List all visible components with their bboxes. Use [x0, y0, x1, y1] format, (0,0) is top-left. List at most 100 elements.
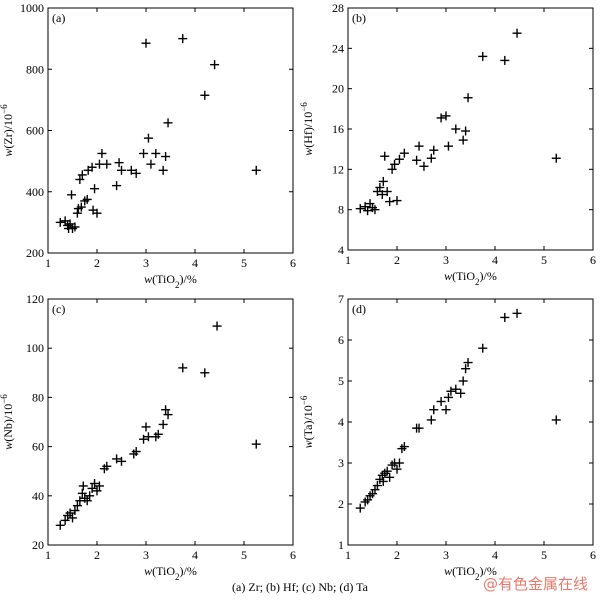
- data-point: [82, 496, 92, 506]
- data-point: [161, 152, 171, 162]
- data-point: [500, 312, 510, 322]
- data-point: [75, 175, 85, 184]
- data-point: [399, 442, 409, 452]
- data-point: [70, 222, 80, 232]
- y-axis-label-var: w: [301, 148, 315, 156]
- y-axis-label: w(Ta)/10−6: [299, 395, 315, 448]
- data-point: [390, 159, 400, 169]
- x-tick-label: 3: [443, 253, 449, 267]
- data-point: [90, 479, 100, 488]
- data-point: [78, 481, 88, 491]
- y-tick-label: 12: [332, 162, 344, 176]
- x-axis-label-sub: 2: [175, 280, 180, 290]
- data-point: [458, 376, 468, 386]
- y-tick-label: 60: [32, 440, 44, 454]
- data-point: [126, 165, 136, 175]
- x-tick-label: 5: [241, 256, 247, 270]
- data-point: [65, 219, 75, 229]
- data-point: [463, 358, 473, 368]
- x-tick-label: 4: [192, 256, 198, 270]
- y-axis-label-arg: (Hf)/10: [301, 112, 315, 148]
- y-tick-label: 3: [338, 456, 344, 470]
- x-axis-label: w(TiO2)/%: [444, 564, 497, 582]
- data-point: [461, 364, 471, 374]
- y-axis-label: w(Hf)/10−6: [299, 102, 315, 156]
- data-point: [200, 368, 210, 378]
- data-point: [212, 321, 222, 331]
- x-tick-label: 3: [143, 548, 149, 562]
- x-axis-label: w(TiO2)/%: [144, 564, 197, 582]
- x-tick-label: 2: [394, 548, 400, 562]
- x-tick-label: 4: [492, 253, 498, 267]
- data-point: [378, 476, 388, 486]
- data-point: [441, 405, 451, 415]
- panel-tag: (d): [352, 302, 366, 316]
- data-point: [153, 429, 163, 439]
- plot-frame: [47, 7, 294, 254]
- data-point: [551, 415, 561, 425]
- y-axis-label-arg: (Zr)/10: [1, 114, 15, 149]
- data-point: [141, 422, 151, 432]
- data-point: [478, 51, 488, 61]
- y-tick-label: 4: [338, 243, 344, 257]
- data-point: [77, 488, 87, 498]
- y-axis-label-arg: (Ta)/10: [301, 405, 315, 440]
- data-point: [143, 133, 153, 143]
- y-tick-label: 4: [338, 415, 344, 429]
- x-axis-label-tail: )/%: [480, 564, 497, 578]
- data-point: [77, 170, 87, 180]
- data-point: [102, 461, 112, 471]
- data-point: [76, 202, 86, 212]
- x-axis-label-tail: )/%: [180, 564, 197, 578]
- data-point: [92, 208, 102, 218]
- data-point: [392, 196, 402, 206]
- data-point: [55, 217, 65, 227]
- data-point: [441, 111, 451, 121]
- x-tick-label: 3: [143, 256, 149, 270]
- data-point: [251, 165, 261, 175]
- data-point: [399, 148, 409, 158]
- x-tick-label: 5: [241, 548, 247, 562]
- data-point: [382, 466, 392, 476]
- x-tick-label: 5: [541, 253, 547, 267]
- y-tick-label: 6: [338, 333, 344, 347]
- data-point: [85, 491, 95, 501]
- y-tick-label: 800: [26, 62, 44, 76]
- panel-tag: (b): [352, 11, 366, 25]
- data-point: [87, 162, 97, 172]
- data-point: [375, 182, 385, 192]
- data-point: [512, 308, 522, 318]
- y-tick-label: 7: [338, 292, 344, 306]
- y-tick-label: 80: [32, 390, 44, 404]
- data-point: [139, 148, 149, 158]
- plot-frame: [47, 298, 294, 546]
- chart-panel-1: 1 2 3 4 5 62004006008001000(a)w(TiO2)/%w(Zr)/…: [0, 1, 296, 290]
- data-point: [355, 503, 365, 513]
- data-point: [363, 206, 373, 216]
- panel-tag: (a): [52, 11, 65, 25]
- x-tick-label: 1: [345, 548, 351, 562]
- x-tick-label: 2: [94, 256, 100, 270]
- x-tick-label: 2: [394, 253, 400, 267]
- data-point: [158, 165, 168, 175]
- y-tick-label: 1: [338, 538, 344, 552]
- x-axis-label-tail: )/%: [180, 272, 197, 286]
- data-point: [55, 520, 65, 530]
- y-axis-label-arg: (Nb)/10: [1, 404, 15, 442]
- data-point: [114, 158, 124, 168]
- data-point: [112, 181, 122, 191]
- y-tick-label: 2: [338, 497, 344, 511]
- data-point: [251, 439, 261, 449]
- x-axis-label: w(TiO2)/%: [444, 269, 497, 287]
- data-point: [72, 501, 82, 511]
- chart-panel-3: 1 2 3 4 5 620406080100120(c)w(TiO2)/%w(Nb)/10…: [0, 292, 296, 582]
- figure-caption: (a) Zr; (b) Hf; (c) Nb; (d) Ta: [232, 580, 368, 594]
- data-point: [387, 164, 397, 174]
- data-point: [97, 148, 107, 158]
- data-point: [451, 384, 461, 394]
- y-axis-label-sup: −6: [299, 102, 309, 112]
- data-point: [419, 161, 429, 171]
- data-point: [385, 472, 395, 482]
- panel-tag: (c): [52, 302, 65, 316]
- data-point: [163, 118, 173, 128]
